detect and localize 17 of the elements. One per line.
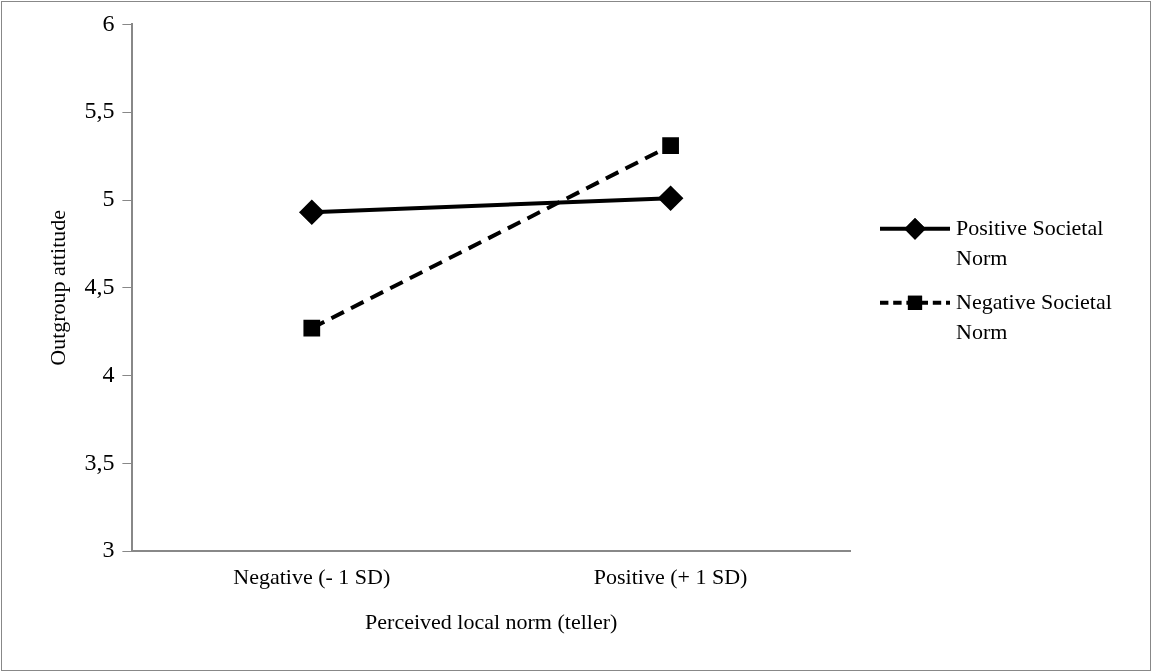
y-tick-label: 6 [102, 9, 115, 36]
y-tick-label: 4 [102, 360, 115, 387]
y-tick-label: 3,5 [84, 448, 115, 475]
x-tick-label: Negative (- 1 SD) [233, 564, 391, 590]
point [299, 200, 324, 225]
legend-label: Positive Societal Norm [956, 214, 1104, 270]
y-tick-label: 3 [102, 536, 115, 563]
y-tick-label: 4,5 [84, 273, 115, 300]
y-axis-title: Outgroup attitude [44, 209, 70, 366]
y-tick-label: 5 [102, 185, 115, 212]
x-tick-label: Positive (+ 1 SD) [593, 564, 748, 590]
point [658, 186, 683, 211]
x-axis-title: Perceived local norm (teller) [365, 608, 618, 634]
legend-label: Negative Societal Norm [956, 288, 1112, 344]
point [662, 137, 679, 154]
point [303, 319, 321, 337]
y-tick-label: 5,5 [84, 97, 115, 124]
